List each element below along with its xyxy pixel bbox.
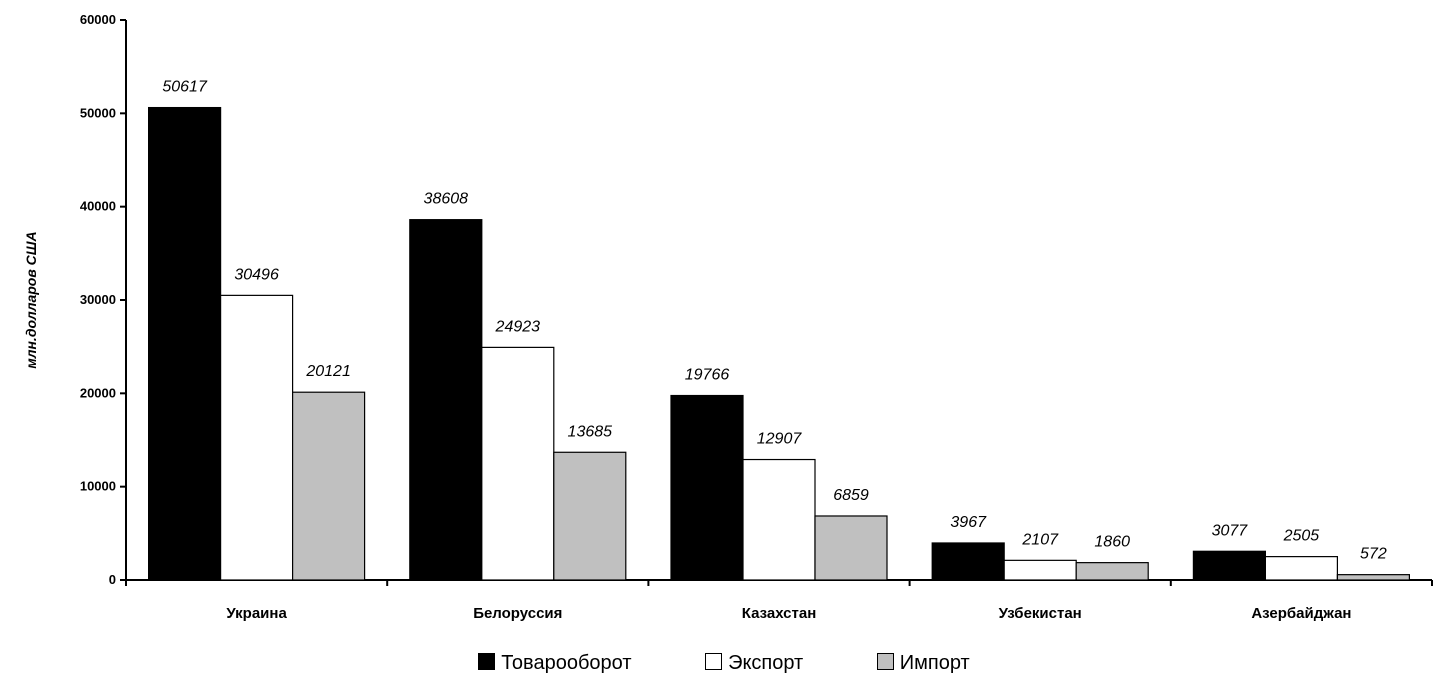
- bar-Товарооборот: [931, 542, 1005, 581]
- legend-label-export: Экспорт: [728, 652, 804, 675]
- legend-label-import: Импорт: [899, 652, 970, 675]
- bar-Экспорт: [481, 346, 555, 581]
- bar-Экспорт: [1264, 556, 1339, 581]
- bar-Импорт: [814, 515, 888, 581]
- data-label: 19766: [685, 367, 730, 384]
- bar-Товарооборот: [670, 394, 744, 581]
- bar-Импорт: [292, 391, 366, 581]
- legend-item-turnover: Товарооборот: [478, 652, 632, 675]
- data-label: 24923: [495, 318, 541, 335]
- data-label: 38608: [424, 191, 469, 208]
- legend-swatch-turnover: [478, 653, 496, 671]
- y-tick-label: 0: [109, 572, 116, 587]
- bar-Экспорт: [1003, 559, 1077, 581]
- bar-chart: 0 10000 20000 30000 40000 50000 60000 Украина Б…: [23, 12, 1433, 622]
- y-tick-label: 60000: [80, 12, 116, 27]
- bar-Товарооборот: [148, 106, 222, 581]
- bar-Экспорт: [742, 458, 816, 581]
- bar-Импорт: [1075, 562, 1149, 581]
- data-labels: 50617 30496 20121 38608 24923 13685 19766 12907…: [162, 79, 1386, 563]
- y-tick-label: 50000: [80, 105, 116, 120]
- y-tick-label: 40000: [80, 199, 116, 214]
- legend-label-turnover: Товарооборот: [501, 652, 632, 675]
- y-tick-label: 10000: [80, 479, 116, 494]
- x-axis: Украина Белоруссия Казахстан Узбекистан Азер…: [125, 579, 1433, 622]
- bar-Экспорт: [220, 294, 294, 581]
- y-tick-label: 30000: [80, 292, 116, 307]
- y-axis-label: млн.долларов США: [23, 231, 39, 368]
- bar-Товарооборот: [1192, 550, 1267, 581]
- y-tick-label: 20000: [80, 385, 116, 400]
- bar-Импорт: [1336, 574, 1411, 581]
- bar-Товарооборот: [409, 219, 483, 581]
- legend: Товарооборот Экспорт Импорт: [0, 652, 1448, 675]
- legend-item-import: Импорт: [876, 652, 970, 675]
- bars: [148, 106, 1411, 581]
- x-category-label: Украина: [226, 605, 287, 622]
- data-label: 2505: [1283, 528, 1320, 545]
- data-label: 13685: [568, 423, 613, 440]
- data-label: 572: [1360, 546, 1387, 563]
- data-label: 50617: [162, 79, 208, 96]
- x-category-label: Белоруссия: [473, 605, 562, 622]
- bar-Импорт: [553, 451, 627, 581]
- data-label: 20121: [305, 363, 351, 380]
- data-label: 3967: [950, 514, 987, 531]
- data-label: 1860: [1094, 534, 1130, 551]
- data-label: 2107: [1021, 531, 1059, 548]
- data-label: 6859: [833, 487, 869, 504]
- x-category-label: Азербайджан: [1251, 605, 1351, 622]
- data-label: 12907: [757, 431, 803, 448]
- legend-swatch-import: [876, 653, 894, 671]
- data-label: 30496: [234, 266, 279, 283]
- legend-item-export: Экспорт: [705, 652, 803, 675]
- y-axis: 0 10000 20000 30000 40000 50000 60000: [80, 12, 127, 587]
- x-category-label: Казахстан: [742, 605, 817, 622]
- legend-swatch-export: [705, 653, 723, 671]
- data-label: 3077: [1212, 522, 1249, 539]
- x-category-label: Узбекистан: [999, 605, 1082, 622]
